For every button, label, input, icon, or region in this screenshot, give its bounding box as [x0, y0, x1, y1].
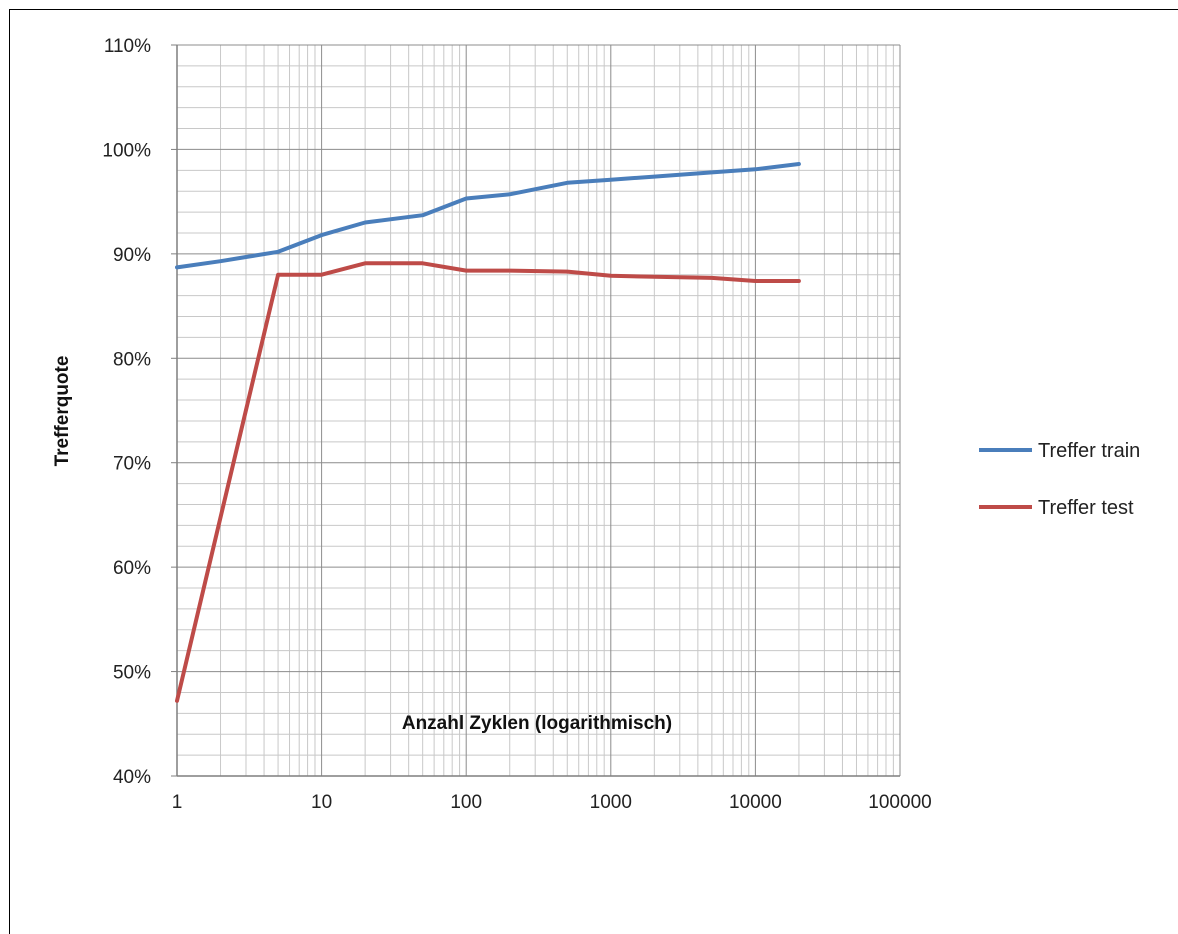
legend: Treffer train Treffer test: [979, 440, 1140, 519]
legend-label-treffer-test: Treffer test: [1038, 497, 1134, 519]
y-tick-label: 60%: [113, 558, 151, 579]
x-tick-label: 100: [450, 792, 482, 813]
x-tick-label: 1: [172, 792, 183, 813]
minor-gridlines: [177, 45, 900, 776]
x-tick-label: 10: [311, 792, 332, 813]
x-tick-label: 10000: [729, 792, 782, 813]
y-tick-label: 80%: [113, 349, 151, 370]
x-tick-labels: 1 10 100 1000 10000 100000: [172, 792, 932, 813]
y-tick-label: 100%: [102, 140, 151, 161]
chart-frame: [9, 9, 1178, 934]
y-tick-labels: 40% 50% 60% 70% 80% 90% 100% 110%: [102, 36, 151, 788]
y-tick-label: 110%: [104, 36, 151, 57]
legend-label-treffer-train: Treffer train: [1038, 440, 1140, 462]
x-tick-label: 100000: [868, 792, 931, 813]
series-line-treffer-test: [175, 261, 801, 703]
y-tick-label: 50%: [113, 663, 151, 684]
series-lines: [175, 162, 801, 703]
y-tick-label: 90%: [113, 245, 151, 266]
y-tick-label: 40%: [113, 767, 151, 788]
y-axis-title: Trefferquote: [52, 356, 73, 467]
axes: [171, 44, 900, 777]
series-line-treffer-train: [175, 162, 801, 270]
x-tick-label: 1000: [590, 792, 632, 813]
x-axis-title: Anzahl Zyklen (logarithmisch): [402, 713, 672, 734]
y-tick-label: 70%: [113, 454, 151, 475]
major-gridlines: [176, 44, 901, 777]
